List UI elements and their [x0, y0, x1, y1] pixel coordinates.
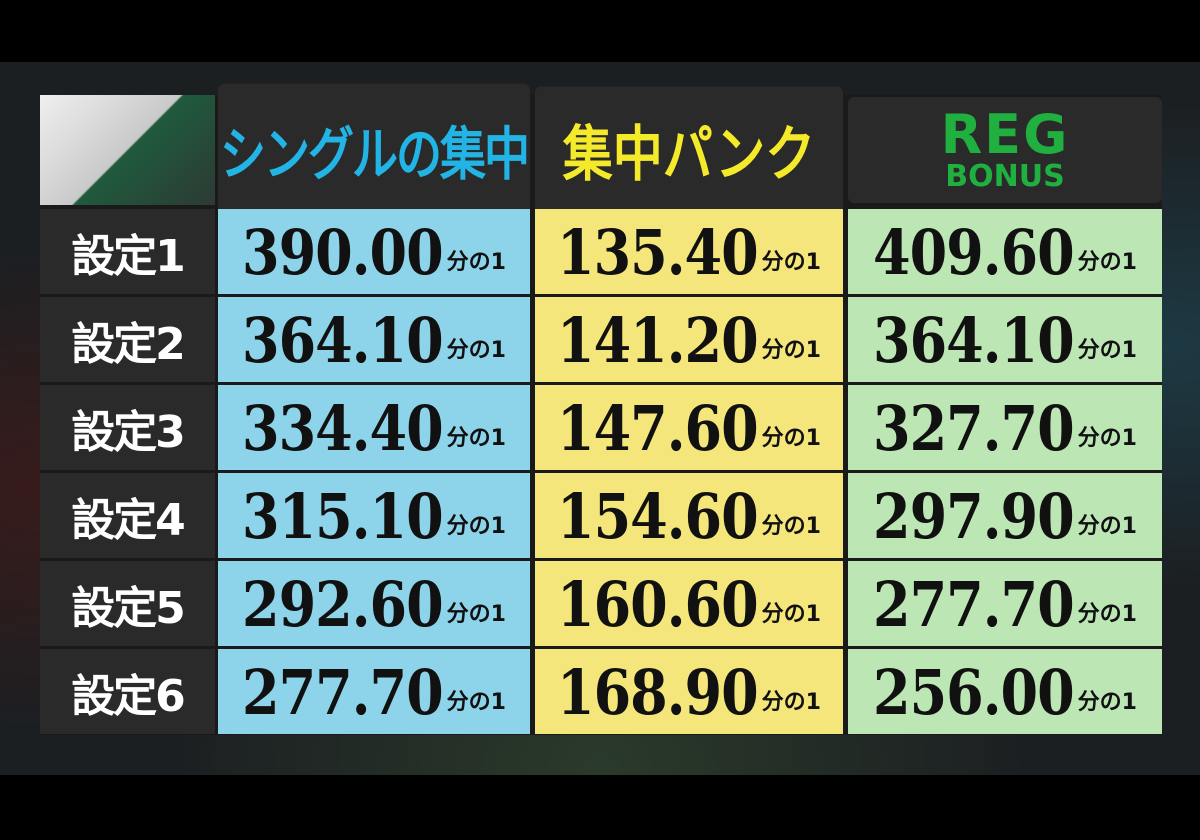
- table-cell: 154.60 分の1: [535, 473, 843, 558]
- cell-value: 277.70: [873, 566, 1075, 641]
- table-row: 設定3 334.40 分の1 147.60 分の1 327.70 分の1: [40, 385, 1162, 470]
- cell-value: 147.60: [557, 390, 759, 465]
- corner-cell: [40, 95, 215, 205]
- table-cell: 147.60 分の1: [535, 385, 843, 470]
- cell-unit: 分の1: [761, 689, 821, 715]
- cell-unit: 分の1: [446, 249, 506, 275]
- table-cell: 297.90 分の1: [848, 473, 1162, 558]
- cell-value: 160.60: [557, 566, 759, 641]
- table-cell: 390.00 分の1: [218, 209, 530, 294]
- table-cell: 135.40 分の1: [535, 209, 843, 294]
- cell-unit: 分の1: [1077, 249, 1137, 275]
- setting-label: 設定4: [40, 473, 215, 558]
- setting-label: 設定2: [40, 297, 215, 382]
- header-single-concentration: シングルの集中: [218, 83, 530, 217]
- table-cell: 334.40 分の1: [218, 385, 530, 470]
- cell-value: 297.90: [873, 478, 1075, 553]
- probability-table: シングルの集中 集中パンク REG BONUS 設定1 390.00 分の1 135.4…: [40, 83, 1162, 735]
- cell-value: 327.70: [873, 390, 1075, 465]
- table-row: 設定4 315.10 分の1 154.60 分の1 297.90 分の1: [40, 473, 1162, 558]
- table-row: 設定6 277.70 分の1 168.90 分の1 256.00 分の1: [40, 649, 1162, 734]
- cell-unit: 分の1: [446, 601, 506, 627]
- table-cell: 160.60 分の1: [535, 561, 843, 646]
- cell-value: 292.60: [242, 566, 444, 641]
- cell-value: 364.10: [242, 302, 444, 377]
- setting-label: 設定5: [40, 561, 215, 646]
- cell-unit: 分の1: [1077, 601, 1137, 627]
- table-cell: 141.20 分の1: [535, 297, 843, 382]
- table-cell: 256.00 分の1: [848, 649, 1162, 734]
- setting-label: 設定3: [40, 385, 215, 470]
- cell-value: 315.10: [242, 478, 444, 553]
- table-row: 設定5 292.60 分の1 160.60 分の1 277.70 分の1: [40, 561, 1162, 646]
- cell-unit: 分の1: [1077, 513, 1137, 539]
- table-row: 設定1 390.00 分の1 135.40 分の1 409.60 分の1: [40, 209, 1162, 294]
- cell-unit: 分の1: [761, 513, 821, 539]
- table-cell: 168.90 分の1: [535, 649, 843, 734]
- header-concentration-punk: 集中パンク: [535, 86, 843, 214]
- setting-label: 設定6: [40, 649, 215, 734]
- cell-unit: 分の1: [446, 513, 506, 539]
- cell-value: 168.90: [557, 654, 759, 729]
- setting-label: 設定1: [40, 209, 215, 294]
- cell-unit: 分の1: [1077, 425, 1137, 451]
- table-cell: 292.60 分の1: [218, 561, 530, 646]
- cell-value: 390.00: [242, 214, 444, 289]
- cell-value: 409.60: [873, 214, 1075, 289]
- table-cell: 315.10 分の1: [218, 473, 530, 558]
- header-label: シングルの集中: [220, 120, 530, 188]
- header-reg-bonus: REG BONUS: [848, 97, 1162, 203]
- cell-value: 141.20: [557, 302, 759, 377]
- cell-unit: 分の1: [761, 249, 821, 275]
- header-label: 集中パンク: [562, 120, 816, 190]
- table-cell: 364.10 分の1: [848, 297, 1162, 382]
- table-cell: 409.60 分の1: [848, 209, 1162, 294]
- cell-value: 154.60: [557, 478, 759, 553]
- table-cell: 277.70 分の1: [218, 649, 530, 734]
- header-sublabel: BONUS: [945, 159, 1065, 194]
- table-cell: 364.10 分の1: [218, 297, 530, 382]
- cell-unit: 分の1: [1077, 689, 1137, 715]
- cell-unit: 分の1: [446, 689, 506, 715]
- cell-unit: 分の1: [761, 601, 821, 627]
- cell-value: 364.10: [873, 302, 1075, 377]
- cell-unit: 分の1: [761, 425, 821, 451]
- cell-value: 334.40: [242, 390, 444, 465]
- table-cell: 277.70 分の1: [848, 561, 1162, 646]
- cell-value: 256.00: [873, 654, 1075, 729]
- table-row: 設定2 364.10 分の1 141.20 分の1 364.10 分の1: [40, 297, 1162, 382]
- cell-unit: 分の1: [446, 337, 506, 363]
- cell-unit: 分の1: [1077, 337, 1137, 363]
- header-label: REG: [940, 103, 1070, 166]
- cell-unit: 分の1: [446, 425, 506, 451]
- table-cell: 327.70 分の1: [848, 385, 1162, 470]
- cell-unit: 分の1: [761, 337, 821, 363]
- cell-value: 135.40: [557, 214, 759, 289]
- cell-value: 277.70: [242, 654, 444, 729]
